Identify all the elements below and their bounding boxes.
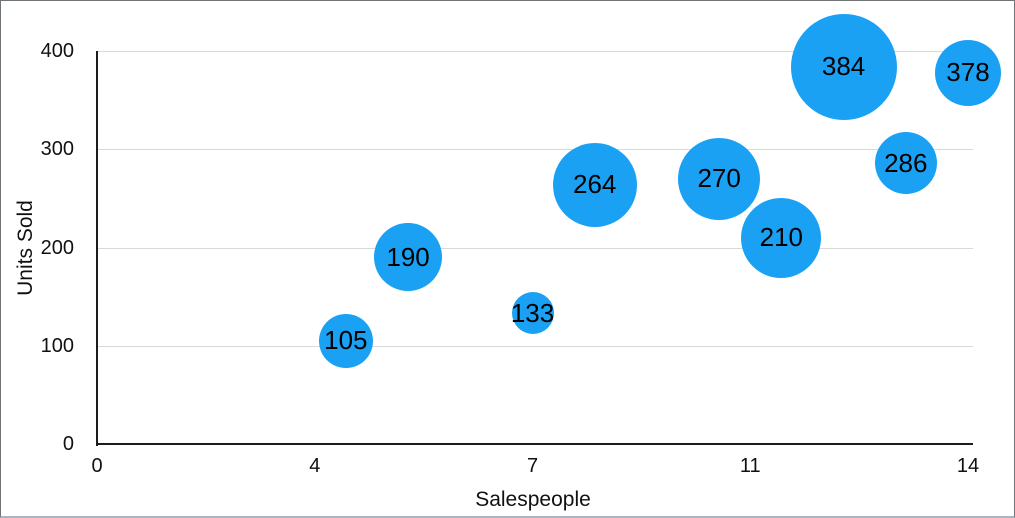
y-axis-line — [96, 51, 98, 446]
x-axis-line — [96, 443, 973, 445]
bubble-190[interactable]: 190 — [374, 223, 443, 292]
x-tick-label-11: 11 — [739, 455, 761, 477]
bubble-label: 190 — [386, 241, 430, 272]
y-tick-label-200: 200 — [40, 236, 74, 259]
bubble-210[interactable]: 210 — [741, 197, 822, 278]
x-tick-label-0: 0 — [91, 455, 103, 477]
bubble-384[interactable]: 384 — [790, 13, 897, 120]
gridline-y-300 — [97, 149, 973, 151]
bubble-label: 286 — [884, 147, 928, 178]
y-tick-label-100: 100 — [40, 334, 74, 357]
gridline-y-200 — [97, 247, 973, 249]
bubble-label: 264 — [573, 169, 617, 200]
y-tick-label-0: 0 — [62, 433, 74, 455]
y-tick-label-400: 400 — [40, 40, 74, 62]
y-axis-title: Units Sold — [14, 200, 37, 296]
gridline-y-400 — [97, 51, 973, 52]
gridline-y-100 — [97, 345, 973, 347]
bubble-264[interactable]: 264 — [552, 142, 637, 227]
x-tick-label-7: 7 — [526, 455, 539, 477]
bubble-label: 105 — [324, 325, 368, 356]
bubble-105[interactable]: 105 — [318, 313, 373, 368]
bubble-286[interactable]: 286 — [874, 132, 937, 194]
x-tick-label-4: 4 — [309, 455, 321, 477]
bubble-378[interactable]: 378 — [935, 39, 1001, 106]
bubble-label: 384 — [821, 51, 866, 82]
x-axis-title: Salespeople — [475, 488, 591, 511]
bubble-label: 133 — [510, 297, 555, 328]
bubble-label: 210 — [759, 222, 804, 253]
bubble-270[interactable]: 270 — [678, 137, 761, 220]
x-tick-label-14: 14 — [956, 455, 980, 477]
bubble-label: 378 — [946, 57, 990, 88]
bubble-label: 270 — [697, 163, 741, 194]
y-tick-label-300: 300 — [40, 138, 74, 161]
bubble-133[interactable]: 133 — [510, 292, 555, 335]
